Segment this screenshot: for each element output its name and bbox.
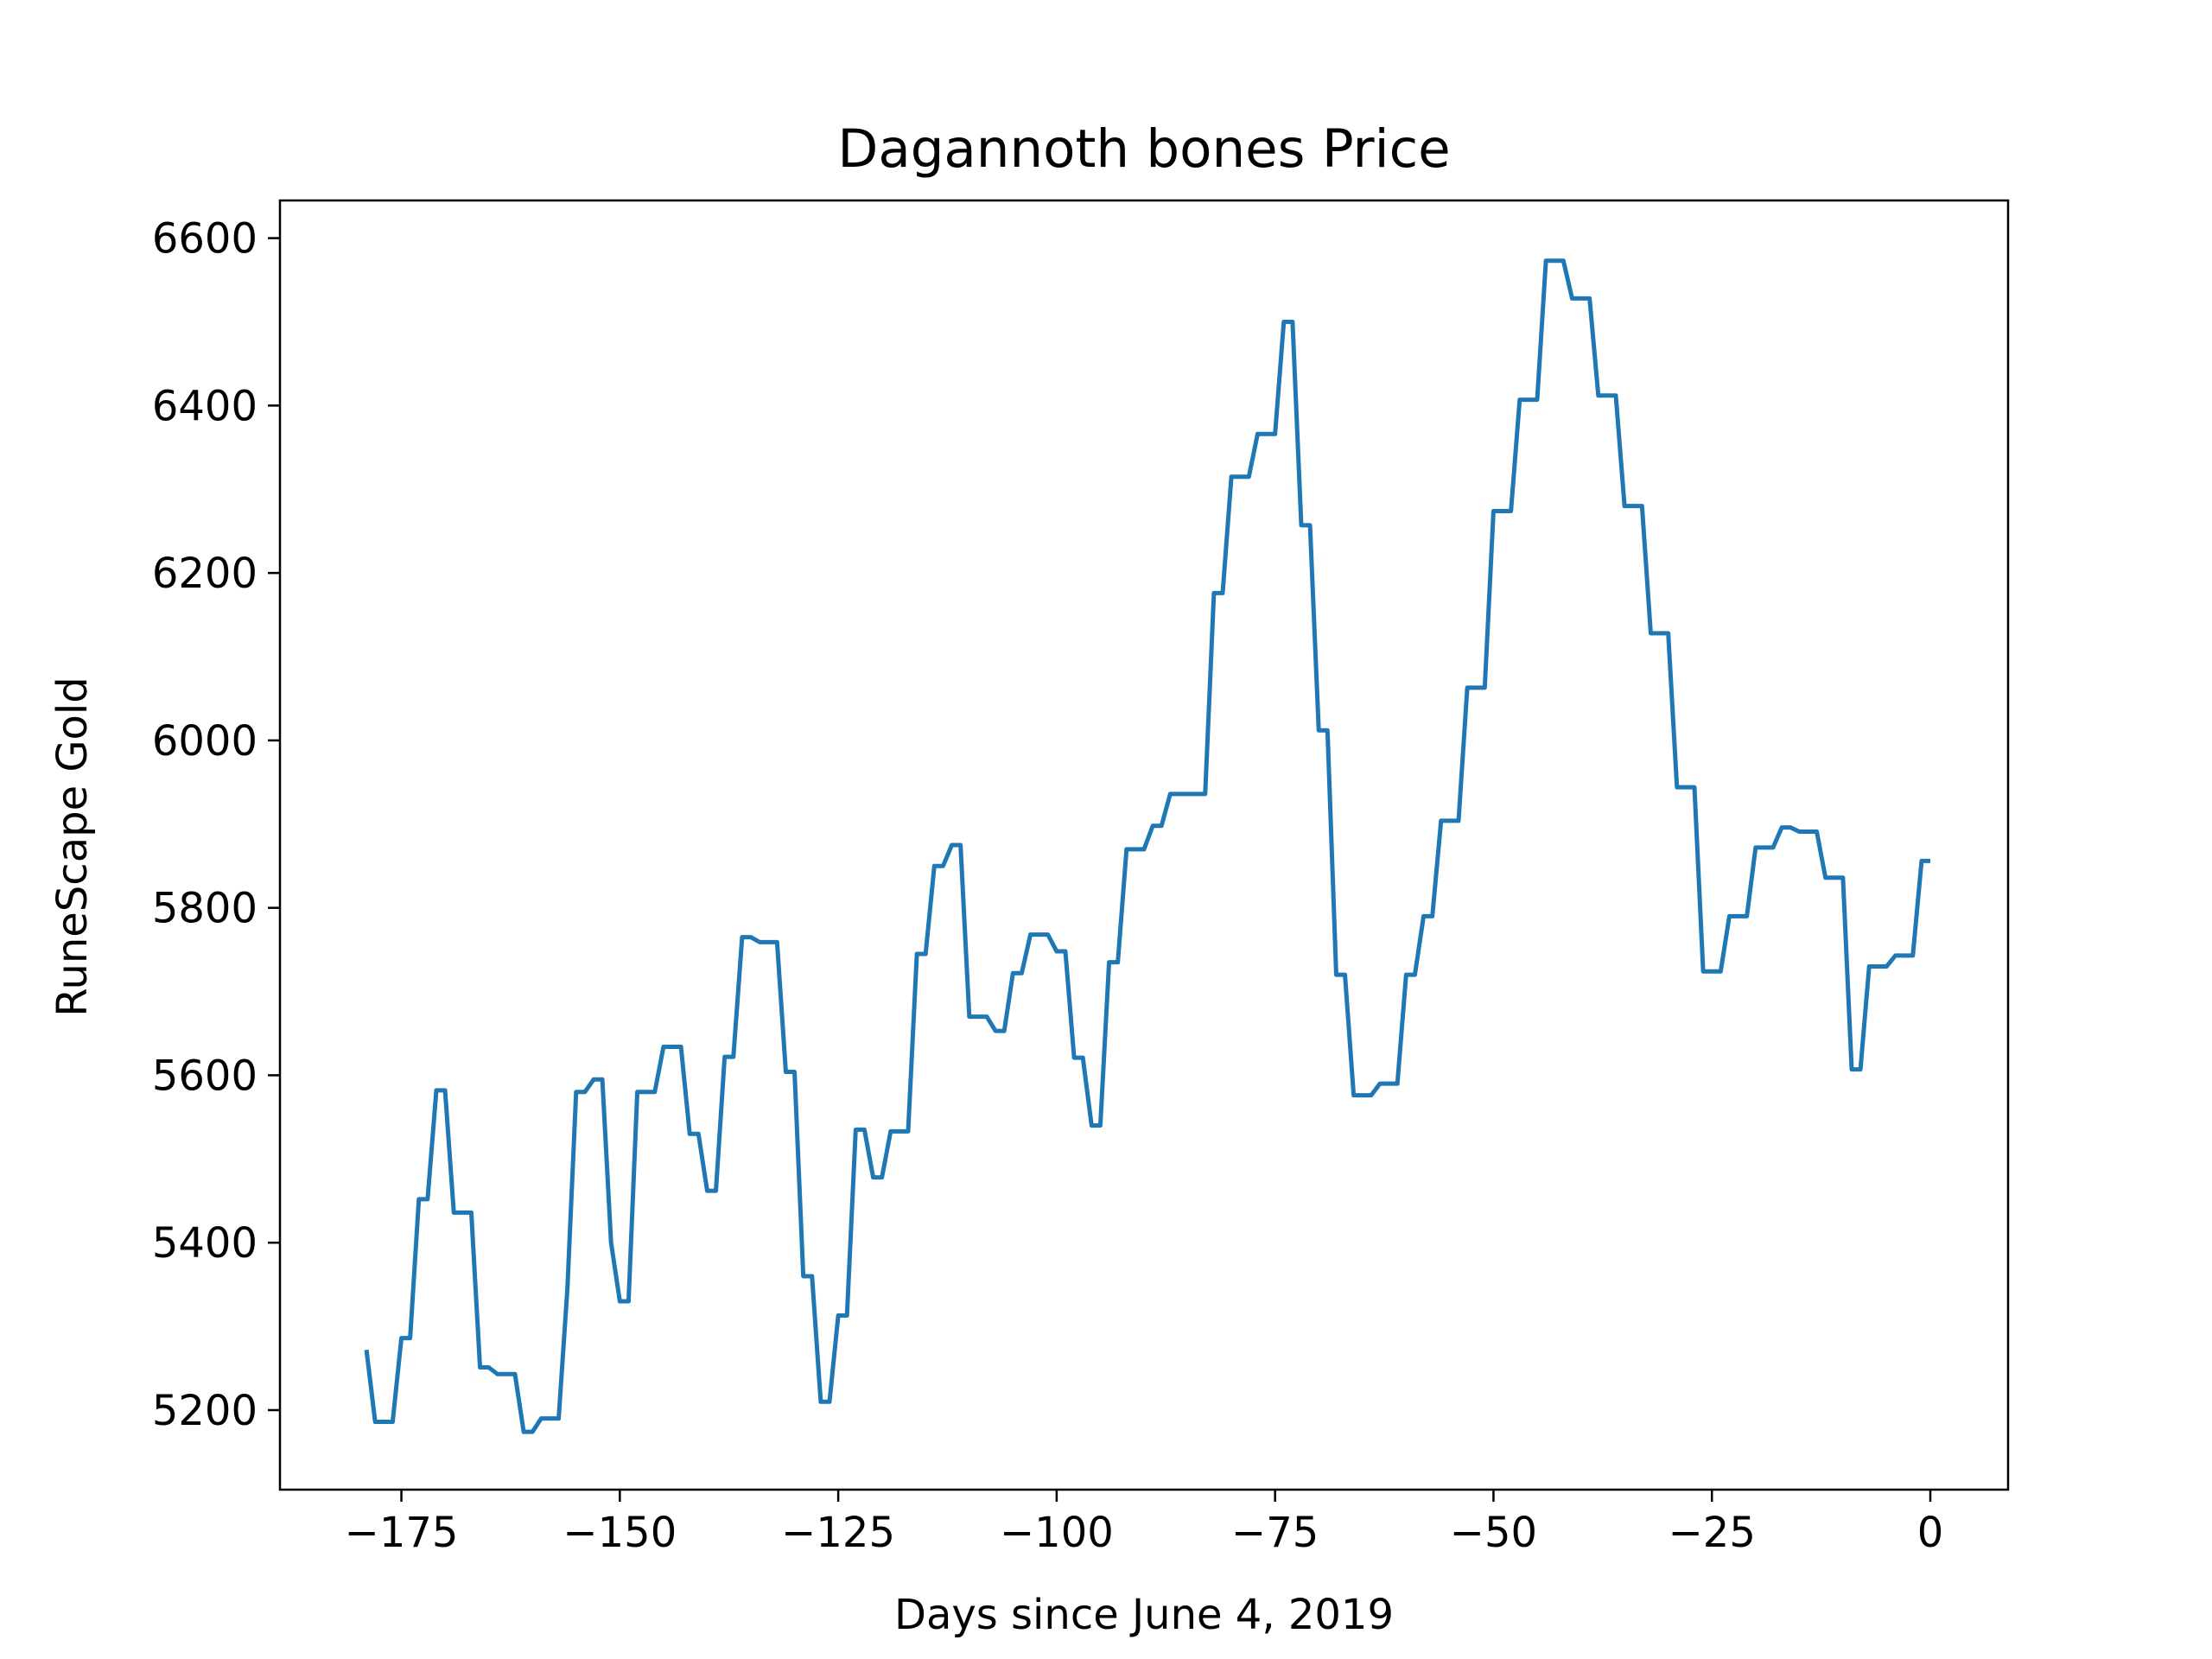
- x-tick-label: −150: [563, 1509, 677, 1557]
- x-axis-label: Days since June 4, 2019: [894, 1591, 1394, 1639]
- x-axis: −175 −150 −125 −100 −75 −50 −25 0: [345, 1490, 1944, 1557]
- x-tick-label: −50: [1450, 1509, 1537, 1557]
- x-tick-label: −75: [1231, 1509, 1319, 1557]
- y-tick-label: 5600: [152, 1052, 257, 1100]
- x-tick-label: −175: [345, 1509, 459, 1557]
- y-tick-label: 6000: [152, 717, 257, 766]
- axes-frame: [278, 199, 2010, 1491]
- y-tick-label: 5400: [152, 1219, 257, 1268]
- y-tick-label: 5200: [152, 1387, 257, 1435]
- y-tick-label: 6200: [152, 550, 257, 598]
- y-tick-label: 5800: [152, 885, 257, 933]
- x-tick-label: −125: [781, 1509, 895, 1557]
- x-tick-label: −25: [1669, 1509, 1756, 1557]
- y-axis-label: RuneScape Gold: [48, 677, 97, 1016]
- x-tick-label: −100: [1000, 1509, 1114, 1557]
- y-tick-label: 6400: [152, 382, 257, 430]
- y-tick-label: 6600: [152, 215, 257, 264]
- x-tick-label: 0: [1917, 1509, 1944, 1557]
- y-axis: 5200 5400 5600 5800 6000 6200 6400 6600: [152, 215, 280, 1435]
- plot-area: [364, 258, 1931, 1434]
- chart-title: Dagannoth bones Price: [837, 118, 1450, 180]
- series-line-price: [364, 258, 1931, 1434]
